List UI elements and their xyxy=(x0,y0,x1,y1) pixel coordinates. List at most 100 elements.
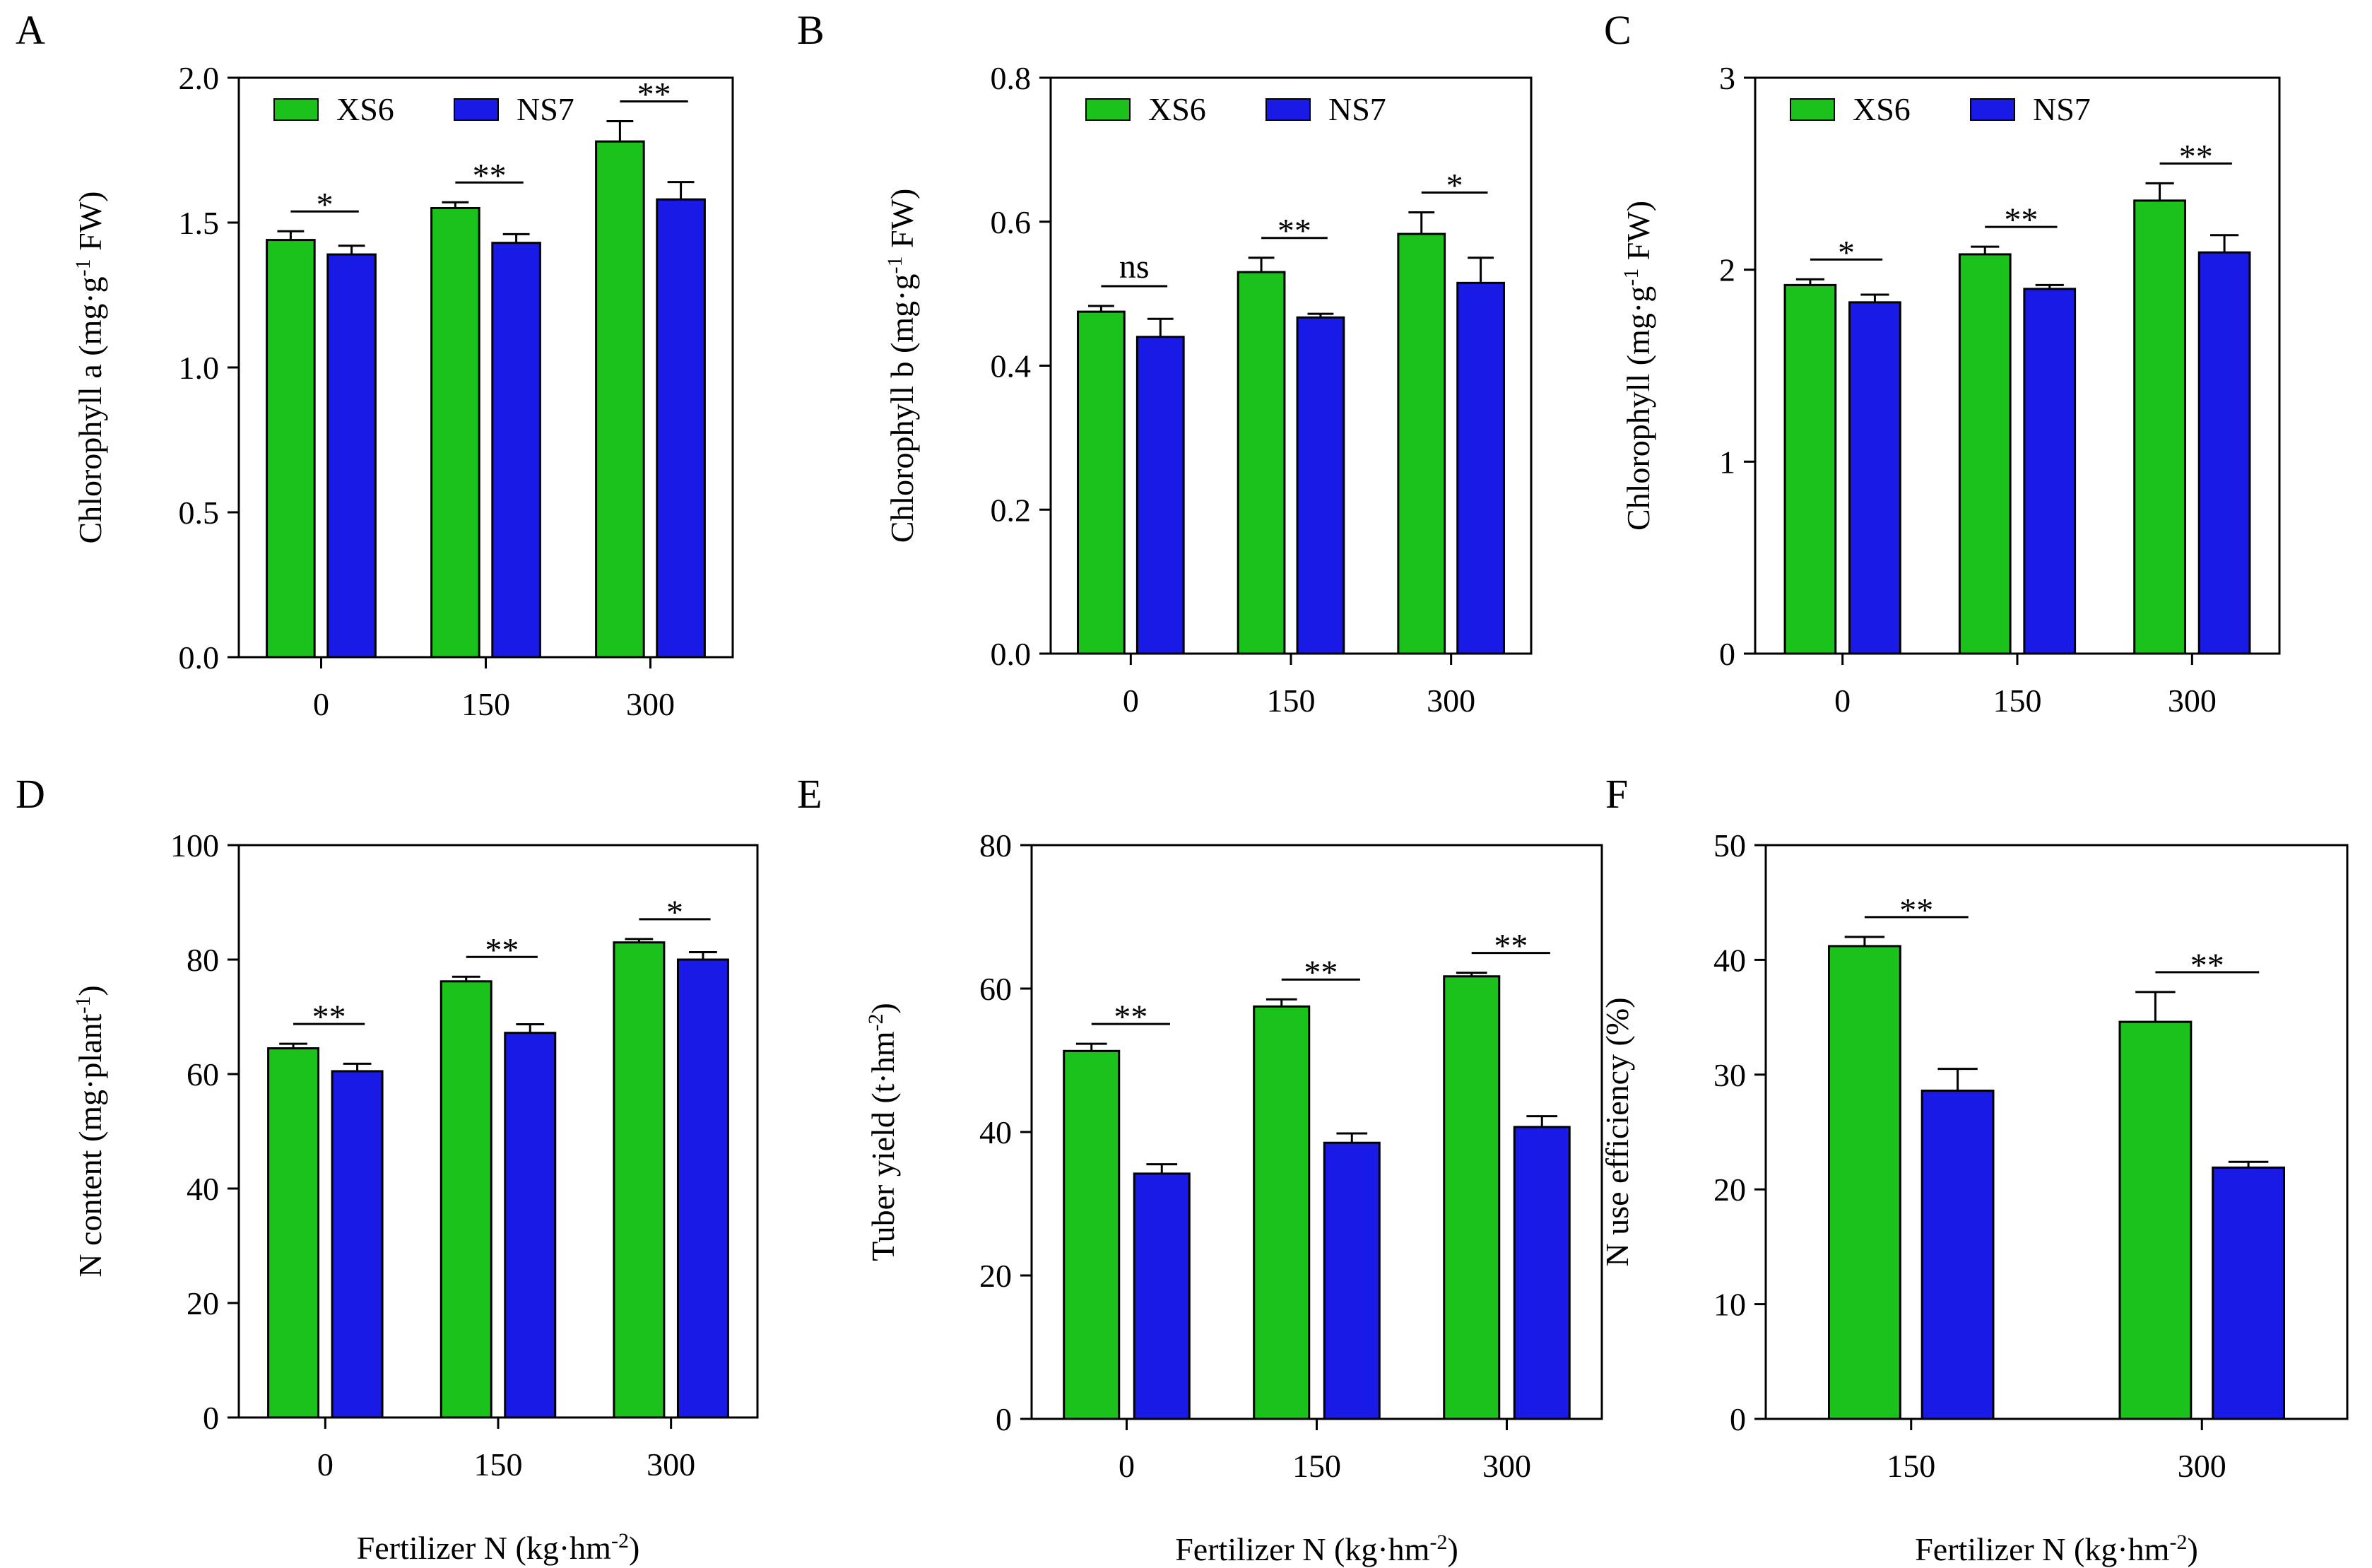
bar-NS7 xyxy=(331,1070,384,1419)
y-tick-label: 0.8 xyxy=(991,60,1032,96)
bar-NS7 xyxy=(1135,336,1185,655)
y-tick-label: 20 xyxy=(979,1258,1012,1294)
chart-panel-F: F 0 10 20 30 40 50 150 ** 300 ** N use efficiency (… xyxy=(1599,771,2349,1568)
x-tick-label: 0 xyxy=(1119,1448,1135,1484)
significance-label: ** xyxy=(2004,201,2038,239)
bar-XS6 xyxy=(430,207,480,659)
bar-NS7 xyxy=(491,242,541,659)
y-tick-label: 0 xyxy=(996,1401,1012,1437)
x-tick-label: 150 xyxy=(1993,683,2042,719)
y-tick-label: 100 xyxy=(170,827,219,863)
bar-NS7 xyxy=(1133,1172,1191,1420)
x-tick-label: 300 xyxy=(626,686,675,722)
y-tick-label: 80 xyxy=(187,942,219,978)
significance-label: ** xyxy=(1494,928,1528,965)
legend-swatch-XS6 xyxy=(1790,98,1835,121)
y-tick-label: 0.5 xyxy=(179,495,220,531)
legend-label: NS7 xyxy=(517,91,574,127)
y-tick-label: 50 xyxy=(1713,827,1746,863)
legend-label: XS6 xyxy=(336,91,394,127)
chart-panel-B: B 0.0 0.2 0.4 0.6 0.8 0 ns 150 ** 300 * Chlorophyll … xyxy=(797,7,1533,719)
bar-XS6 xyxy=(2118,1020,2193,1420)
chart-panel-E: E 0 20 40 60 80 0 ** 150 ** 300 ** Tuber yield (t·hm… xyxy=(797,771,1603,1568)
x-tick-label: 150 xyxy=(1292,1448,1341,1484)
bar-XS6 xyxy=(2133,199,2186,655)
bar-NS7 xyxy=(1296,316,1345,655)
x-tick-label: 150 xyxy=(1887,1448,1935,1484)
y-tick-label: 40 xyxy=(979,1114,1012,1150)
bar-NS7 xyxy=(1920,1090,1995,1420)
legend-label: NS7 xyxy=(1328,91,1386,127)
bar-NS7 xyxy=(2197,251,2251,655)
significance-label: * xyxy=(666,894,683,931)
bar-XS6 xyxy=(1077,310,1126,655)
x-tick-label: 0 xyxy=(317,1446,334,1482)
x-axis-label: Fertilizer N (kg·hm-2) xyxy=(357,1529,640,1567)
legend-label: NS7 xyxy=(2033,91,2091,127)
y-tick-label: 1 xyxy=(1719,444,1735,480)
y-axis-label: Tuber yield (t·hm-2) xyxy=(864,1003,902,1261)
x-tick-label: 150 xyxy=(461,686,510,722)
bar-NS7 xyxy=(2212,1166,2285,1420)
x-tick-label: 300 xyxy=(2168,683,2217,719)
bar-XS6 xyxy=(595,140,645,659)
bar-XS6 xyxy=(266,239,316,659)
panel-letter: B xyxy=(797,7,825,53)
significance-label: * xyxy=(317,186,334,223)
legend-swatch-NS7 xyxy=(1970,98,2015,121)
bar-XS6 xyxy=(1828,945,1901,1420)
chart-panel-A: A 0.0 0.5 1.0 1.5 2.0 0 * 150 ** 300 ** Chlorophyll … xyxy=(16,7,734,722)
bar-XS6 xyxy=(1063,1049,1121,1420)
y-axis-label: N content (mg·plant-1) xyxy=(71,985,109,1277)
y-axis-label: N use efficiency (%) xyxy=(1599,997,1635,1266)
y-tick-label: 0.0 xyxy=(179,639,220,676)
x-axis-label: Fertilizer N (kg·hm-2) xyxy=(1175,1531,1458,1568)
chart-panel-D: D 0 20 40 60 80 100 0 ** 150 ** 300 * N content (mg·p… xyxy=(16,771,759,1567)
x-tick-label: 300 xyxy=(1482,1448,1531,1484)
panel-letter: D xyxy=(16,771,45,817)
bar-NS7 xyxy=(1848,301,1901,655)
y-tick-label: 60 xyxy=(979,971,1012,1007)
significance-label: ** xyxy=(2190,947,2224,984)
y-tick-label: 0.4 xyxy=(991,348,1032,384)
panel-letter: C xyxy=(1604,7,1632,53)
y-tick-label: 30 xyxy=(1713,1057,1746,1093)
significance-label: ** xyxy=(1278,213,1311,250)
bar-XS6 xyxy=(613,941,666,1419)
x-tick-label: 150 xyxy=(1267,683,1316,719)
significance-label: ** xyxy=(637,76,671,114)
bar-XS6 xyxy=(439,980,492,1419)
bar-NS7 xyxy=(2023,288,2077,655)
y-tick-label: 80 xyxy=(979,827,1012,863)
y-axis-label: Chlorophyll a (mg·g-1 FW) xyxy=(71,191,109,543)
significance-label: ** xyxy=(2179,138,2213,175)
significance-label: ** xyxy=(1304,954,1338,991)
significance-label: ** xyxy=(1114,998,1147,1036)
bar-NS7 xyxy=(326,253,377,659)
bar-XS6 xyxy=(267,1047,320,1419)
y-axis-label: Chlorophyll (mg·g-1 FW) xyxy=(1619,201,1657,531)
y-tick-label: 60 xyxy=(187,1056,219,1092)
x-axis-label: Fertilizer N (kg·hm-2) xyxy=(1915,1531,2198,1568)
significance-label: ** xyxy=(312,998,346,1036)
legend-swatch-NS7 xyxy=(454,98,499,121)
significance-label: * xyxy=(1838,234,1855,271)
y-tick-label: 1.5 xyxy=(179,205,220,241)
y-tick-label: 0.6 xyxy=(991,204,1032,240)
legend-swatch-XS6 xyxy=(1085,98,1131,121)
legend-swatch-NS7 xyxy=(1265,98,1311,121)
legend-label: XS6 xyxy=(1148,91,1206,127)
y-tick-label: 0 xyxy=(203,1400,219,1436)
bar-XS6 xyxy=(1237,271,1286,655)
y-tick-label: 0 xyxy=(1719,636,1735,672)
panel-letter: F xyxy=(1605,771,1628,817)
plot-frame xyxy=(1764,844,2349,1420)
x-tick-label: 300 xyxy=(2178,1448,2226,1484)
y-tick-label: 0.0 xyxy=(991,636,1032,672)
significance-label: ns xyxy=(1119,248,1150,285)
x-tick-label: 0 xyxy=(313,686,329,722)
y-tick-label: 40 xyxy=(1713,942,1746,978)
legend-swatch-XS6 xyxy=(273,98,319,121)
bar-XS6 xyxy=(1397,232,1446,655)
